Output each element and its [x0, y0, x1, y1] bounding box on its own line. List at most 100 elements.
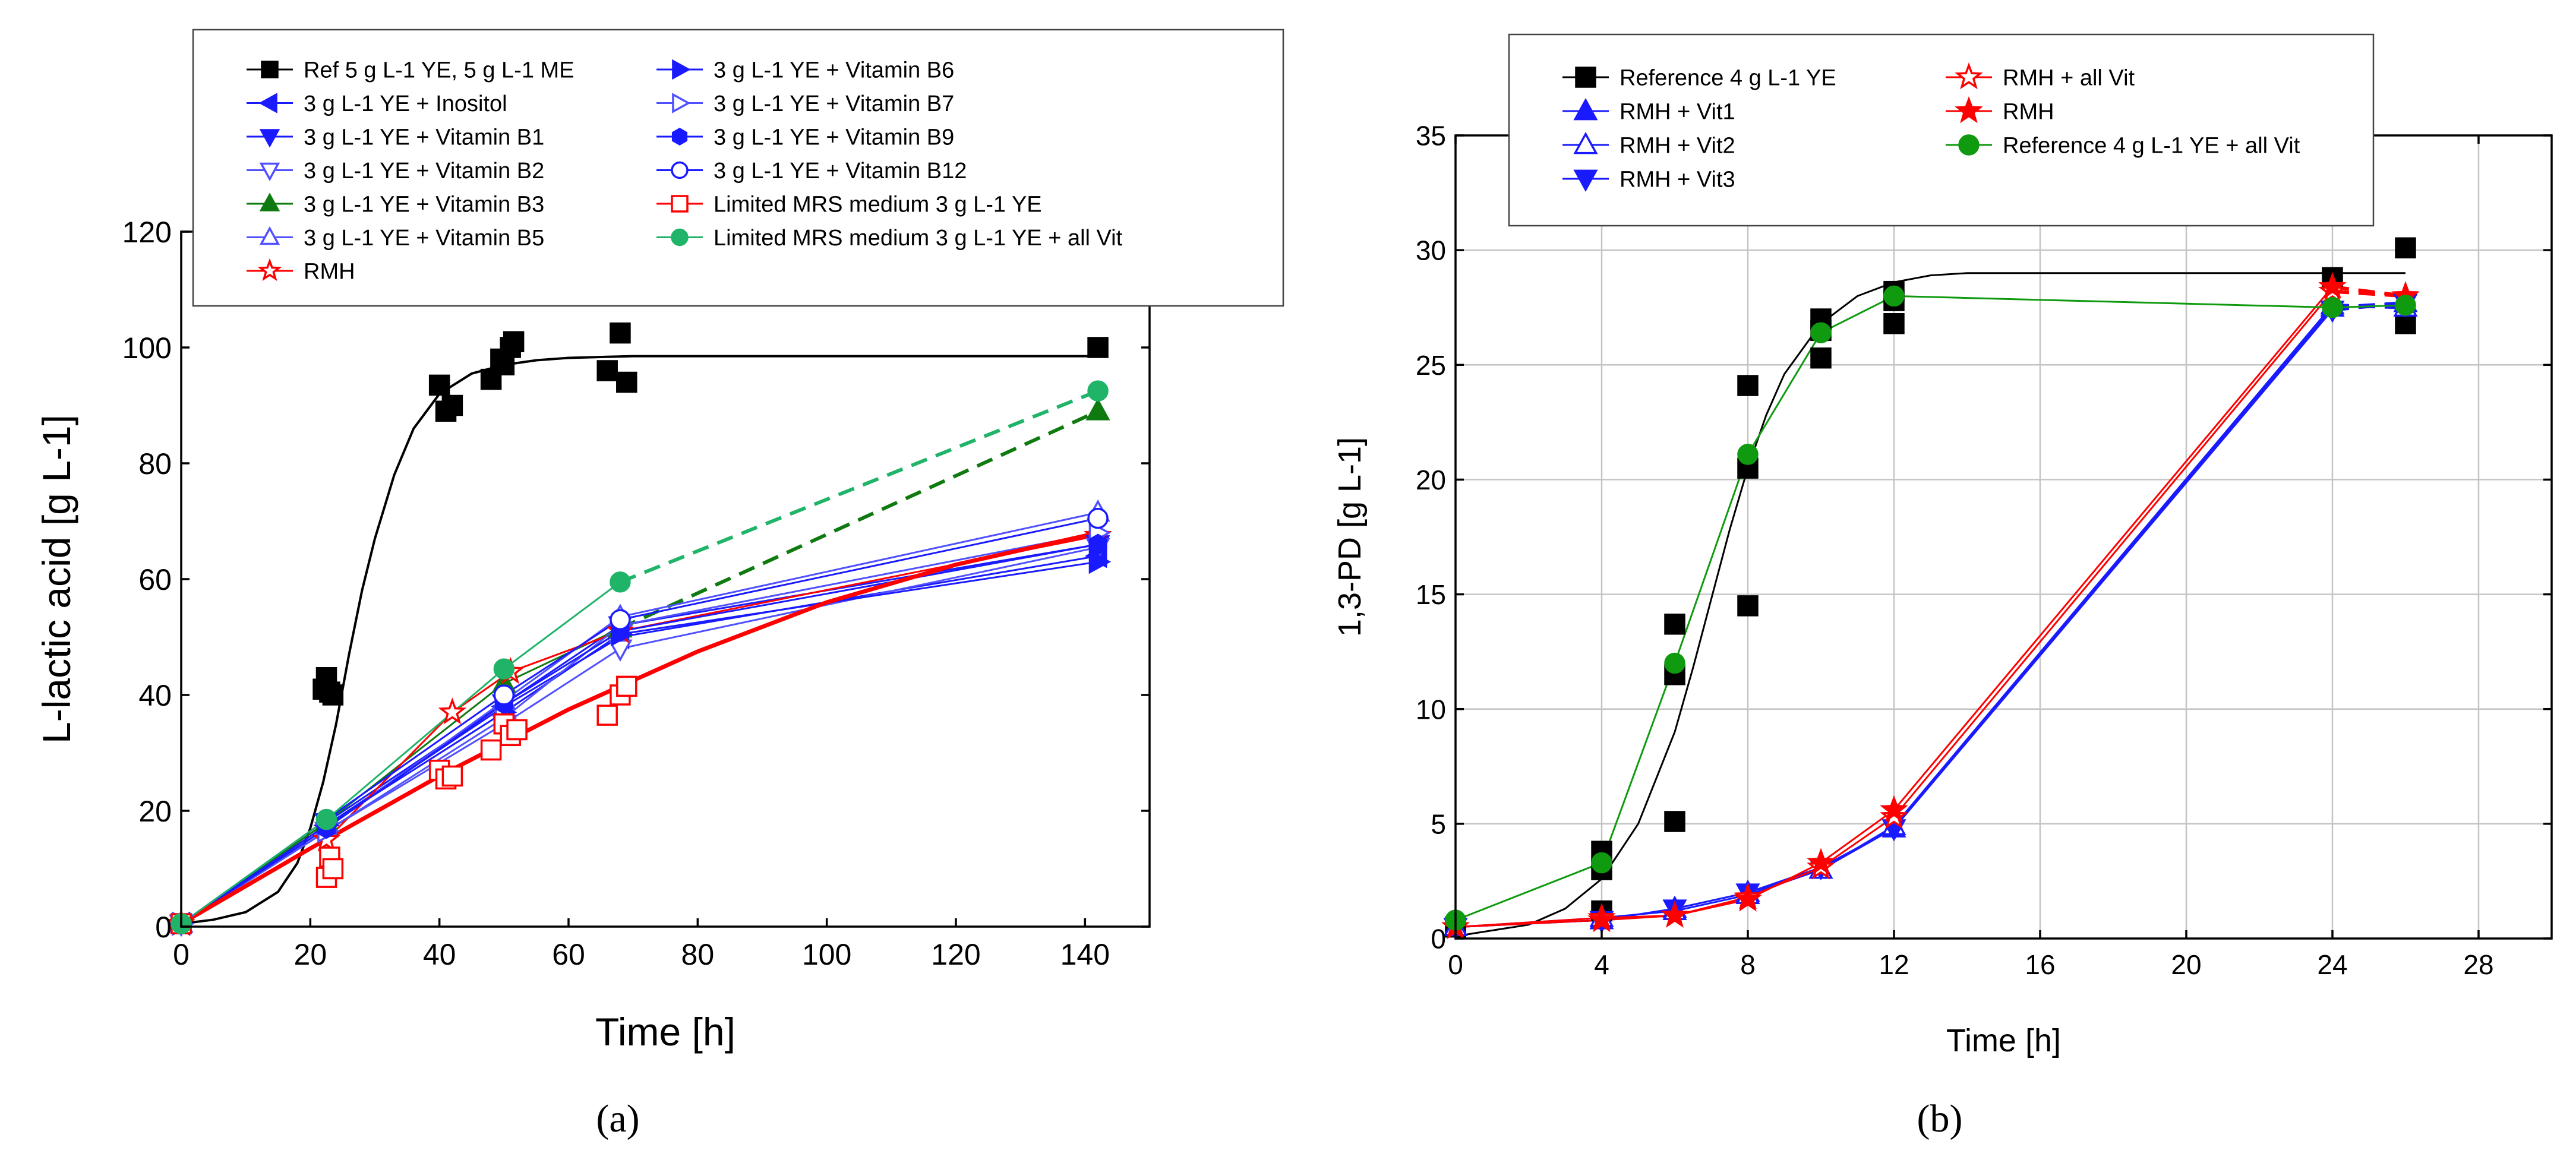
legend-marker: [259, 129, 280, 148]
series-dashed-limited-mrs-medium-3-g-l-1-ye-all-vit: [619, 389, 1099, 584]
legend: Ref 5 g L-1 YE, 5 g L-1 ME 3 g L-1 YE + I…: [192, 29, 1284, 307]
series-line-3-g-l-1-ye-vitamin-b9: [181, 543, 1098, 925]
x-tick-label: 28: [2463, 949, 2493, 980]
y-tick-label: 30: [1416, 235, 1446, 266]
y-tick-label: 80: [138, 447, 172, 481]
x-tick-label: 16: [2025, 949, 2055, 980]
x-tick-label: 20: [294, 938, 327, 971]
data-point-ref-5-g-l-1-ye-5-g-l-1-me: [428, 374, 450, 396]
x-tick-label: 8: [1740, 949, 1756, 980]
legend-item-limited-mrs-medium-3-g-l-1-ye-all-vit: Limited MRS medium 3 g L-1 YE + all Vit: [656, 226, 1123, 251]
data-point-rmh: [1807, 848, 1835, 875]
legend-item-reference-4-g-l-1-ye: Reference 4 g L-1 YE: [1562, 66, 1836, 91]
data-point-ref-5-g-l-1-ye-5-g-l-1-me: [322, 684, 344, 706]
legend-label: 3 g L-1 YE + Vitamin B1: [304, 125, 544, 150]
y-tick-label: 100: [122, 331, 172, 365]
data-point-reference-4-g-l-1-ye-all-vit: [1810, 322, 1832, 343]
data-point-3-g-l-1-ye-vitamin-b6: [1088, 549, 1112, 574]
legend-label: RMH + all Vit: [2003, 66, 2135, 91]
legend-label: Ref 5 g L-1 YE, 5 g L-1 ME: [304, 58, 574, 83]
y-tick-label: 10: [1416, 694, 1446, 725]
legend-marker: [1573, 131, 1598, 154]
data-point-ref-5-g-l-1-ye-5-g-l-1-me: [503, 331, 525, 352]
data-point-reference-4-g-l-1-ye: [2395, 237, 2416, 259]
fit-curve-limited-mrs-medium-3-g-l-1-ye: [180, 530, 1098, 926]
legend-item-3-g-l-1-ye-vitamin-b12: 3 g L-1 YE + Vitamin B12: [656, 159, 967, 184]
legend-label: 3 g L-1 YE + Vitamin B3: [304, 192, 544, 217]
data-point-reference-4-g-l-1-ye: [2395, 313, 2416, 334]
legend-marker: [671, 161, 689, 179]
data-point-limited-mrs-medium-3-g-l-1-ye: [441, 765, 463, 787]
legend-label: Reference 4 g L-1 YE: [1620, 66, 1836, 91]
data-point-limited-mrs-medium-3-g-l-1-ye-all-vit: [610, 571, 631, 593]
legend-item-rmh-all-vit: RMH + all Vit: [1946, 62, 2135, 91]
y-tick-label: 35: [1416, 121, 1446, 151]
legend-item-3-g-l-1-ye-vitamin-b9: 3 g L-1 YE + Vitamin B9: [656, 125, 954, 150]
data-point-ref-5-g-l-1-ye-5-g-l-1-me: [1087, 337, 1109, 358]
legend-item-rmh: RMH: [1946, 96, 2054, 125]
legend-marker: [259, 192, 280, 211]
legend-item-ref-5-g-l-1-ye-5-g-l-1-me: Ref 5 g L-1 YE, 5 g L-1 ME: [247, 58, 574, 83]
x-tick-label: 12: [1879, 949, 1909, 980]
legend-label: 3 g L-1 YE + Vitamin B6: [714, 58, 954, 83]
x-tick-label: 80: [681, 938, 715, 971]
legend-item-rmh: RMH: [247, 258, 355, 285]
legend-item-3-g-l-1-ye-vitamin-b5: 3 g L-1 YE + Vitamin B5: [247, 226, 544, 251]
fit-curve-ref-5-g-l-1-ye-5-g-l-1-me: [181, 355, 1098, 925]
data-point-rmh: [1587, 905, 1616, 933]
legend-marker: [259, 226, 280, 245]
legend-label: RMH + Vit2: [1620, 134, 1735, 159]
legend-item-3-g-l-1-ye-inositol: 3 g L-1 YE + Inositol: [247, 91, 507, 116]
data-point-rmh: [438, 697, 467, 725]
data-point-reference-4-g-l-1-ye-all-vit: [1737, 444, 1759, 465]
legend-item-3-g-l-1-ye-vitamin-b7: 3 g L-1 YE + Vitamin B7: [656, 91, 954, 116]
panel-caption-a: (a): [596, 1097, 639, 1140]
data-point-limited-mrs-medium-3-g-l-1-ye-all-vit: [315, 808, 337, 830]
y-tick-label: 20: [138, 795, 172, 828]
legend-label: Limited MRS medium 3 g L-1 YE: [714, 192, 1042, 217]
data-point-rmh: [1660, 900, 1689, 928]
data-point-reference-4-g-l-1-ye: [1737, 595, 1759, 617]
legend-marker: [1573, 169, 1598, 192]
data-point-ref-5-g-l-1-ye-5-g-l-1-me: [616, 371, 637, 393]
legend-label: 3 g L-1 YE + Vitamin B2: [304, 159, 544, 184]
legend-marker: [257, 258, 282, 282]
data-point-ref-5-g-l-1-ye-5-g-l-1-me: [596, 360, 618, 381]
data-point-limited-mrs-medium-3-g-l-1-ye: [506, 719, 528, 741]
chart-panel-a: 0 20 40 60 80 100 120 140 0 20 40 60 80 100 120 Time [h…: [34, 29, 1284, 1054]
legend-marker: [261, 61, 279, 78]
legend-marker: [259, 162, 280, 182]
legend-item-3-g-l-1-ye-vitamin-b1: 3 g L-1 YE + Vitamin B1: [247, 125, 544, 150]
y-axis-title: L-lactic acid [g L-1]: [34, 415, 78, 744]
chart-panel-b: 0 4 8 12 16 20 24 28 0 5 10 15 20 25 30 35 Time [h] 1,3-P…: [1332, 33, 2553, 1058]
data-point-reference-4-g-l-1-ye-all-vit: [1591, 852, 1612, 874]
fit-curve-reference-4-g-l-1-ye: [1455, 272, 2405, 937]
data-point-limited-mrs-medium-3-g-l-1-ye: [480, 739, 502, 761]
legend-marker: [1575, 67, 1596, 88]
legend-item-rmh-vit3: RMH + Vit3: [1562, 168, 1735, 192]
legend-item-rmh-vit2: RMH + Vit2: [1562, 131, 1735, 159]
series-dashed-3-g-l-1-ye-vitamin-b3: [619, 409, 1099, 630]
data-point-limited-mrs-medium-3-g-l-1-ye-all-vit: [1087, 380, 1109, 402]
legend-label: RMH + Vit3: [1620, 168, 1735, 192]
y-tick-label: 15: [1416, 579, 1446, 610]
legend-box: [1508, 33, 2375, 227]
legend-item-3-g-l-1-ye-vitamin-b6: 3 g L-1 YE + Vitamin B6: [656, 58, 954, 83]
legend-item-3-g-l-1-ye-vitamin-b2: 3 g L-1 YE + Vitamin B2: [247, 159, 544, 184]
data-point-limited-mrs-medium-3-g-l-1-ye: [596, 704, 618, 726]
legend-label: 3 g L-1 YE + Vitamin B7: [714, 91, 954, 116]
data-point-reference-4-g-l-1-ye: [1810, 347, 1832, 369]
data-point-limited-mrs-medium-3-g-l-1-ye: [322, 858, 344, 880]
series-line-rmh: [181, 535, 1098, 925]
data-point-reference-4-g-l-1-ye-all-vit: [2322, 296, 2343, 318]
legend-label: 3 g L-1 YE + Vitamin B12: [714, 159, 967, 184]
y-tick-label: 0: [1431, 924, 1446, 955]
legend-label: RMH: [2003, 100, 2054, 125]
series-line-limited-mrs-medium-3-g-l-1-ye-all-vit: [181, 581, 621, 925]
data-point-reference-4-g-l-1-ye-all-vit: [1883, 285, 1905, 307]
x-tick-label: 120: [931, 938, 980, 971]
x-tick-label: 60: [552, 938, 585, 971]
grid-lines: [1456, 134, 2552, 939]
panel-caption-b: (b): [1917, 1097, 1963, 1140]
legend-marker: [671, 228, 689, 247]
